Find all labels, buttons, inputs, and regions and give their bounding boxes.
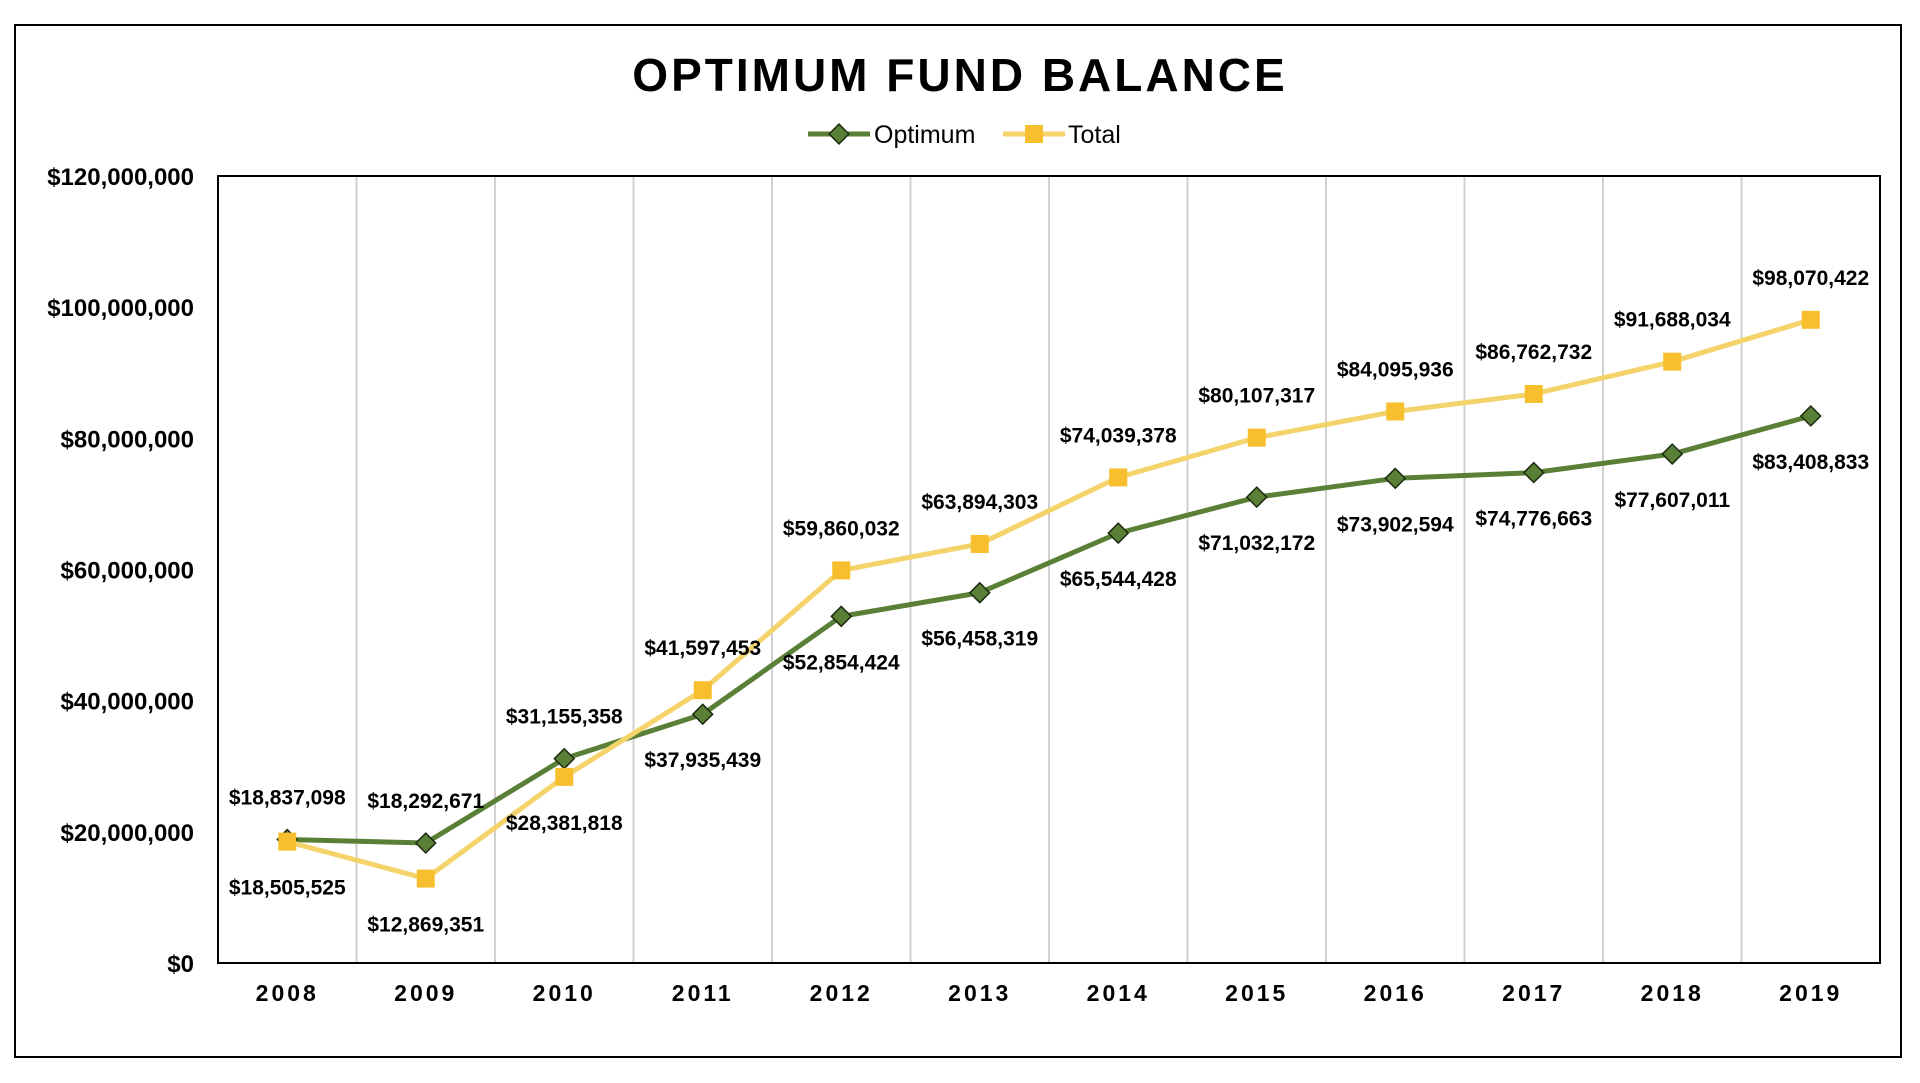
total-data-label: $12,869,351 [367,914,484,937]
optimum-point-marker [553,747,576,770]
legend-total-label: Total [1068,121,1121,149]
total-point-marker [1663,352,1682,371]
optimum-point-marker [1245,486,1268,509]
chart-frame [14,24,1902,1058]
optimum-data-label: $52,854,424 [783,651,900,674]
total-point-marker [1247,428,1266,447]
optimum-point-marker [414,832,437,854]
total-series-line [286,317,1812,882]
plot-area: $0 $20,000,000 $40,000,000 $60,000,000 $80,0… [47,164,1881,1006]
y-tick-label: $40,000,000 [61,689,194,716]
total-point-marker [832,561,851,580]
optimum-point-marker [968,581,991,604]
total-data-label: $41,597,453 [644,637,761,660]
total-point-marker [1109,468,1128,487]
x-tick-label: 2019 [1779,980,1842,1006]
optimum-data-label: $74,776,663 [1475,508,1592,531]
x-tick-label: 2018 [1641,980,1704,1006]
total-data-label: $86,762,732 [1475,341,1592,364]
plot-border [217,175,1881,964]
x-tick-label: 2009 [394,980,457,1006]
total-point-marker [693,681,712,700]
total-point-marker [970,534,989,553]
optimum-data-label: $83,408,833 [1752,451,1869,474]
x-tick-label: 2014 [1087,980,1150,1006]
total-data-label: $28,381,818 [506,812,623,835]
optimum-point-marker [1522,461,1545,484]
x-tick-label: 2012 [810,980,873,1006]
legend-item-total: Total [1003,121,1121,149]
y-tick-label: $80,000,000 [61,426,194,453]
legend-optimum-diamond-icon [828,123,850,145]
total-data-label: $18,505,525 [229,877,346,900]
total-point-marker [1801,310,1820,329]
chart-legend: Optimum Total [808,121,1121,149]
optimum-data-label: $18,292,671 [367,790,484,813]
optimum-data-label: $31,155,358 [506,706,623,729]
optimum-point-marker [830,605,853,628]
x-tick-label: 2010 [533,980,596,1006]
legend-item-optimum: Optimum [808,121,975,149]
legend-total-square-icon [1025,125,1043,143]
x-tick-label: 2015 [1225,980,1288,1006]
total-data-label: $59,860,032 [783,517,900,540]
x-tick-label: 2013 [948,980,1011,1006]
total-point-marker [278,832,297,851]
x-tick-label: 2017 [1502,980,1565,1006]
total-data-label: $74,039,378 [1060,424,1177,447]
total-data-label: $63,894,303 [921,491,1038,514]
optimum-point-marker [1799,405,1822,427]
x-tick-label: 2016 [1364,980,1427,1006]
optimum-data-label: $73,902,594 [1337,513,1454,536]
total-point-marker [1386,402,1405,421]
total-point-marker [1524,384,1543,403]
y-tick-label: $100,000,000 [47,295,194,322]
optimum-data-label: $77,607,011 [1614,489,1730,512]
y-tick-label: $60,000,000 [61,558,194,585]
optimum-point-marker [1107,522,1130,545]
total-point-marker [416,869,435,888]
optimum-data-label: $65,544,428 [1060,568,1177,591]
optimum-data-label: $18,837,098 [229,786,346,809]
optimum-data-label: $71,032,172 [1198,532,1315,555]
legend-optimum-label: Optimum [874,121,975,149]
optimum-point-marker [1661,443,1684,465]
y-tick-label: $120,000,000 [47,164,194,191]
x-tick-label: 2011 [672,980,734,1006]
optimum-data-label: $37,935,439 [644,749,761,772]
chart-title: OPTIMUM FUND BALANCE [632,49,1287,101]
total-data-label: $98,070,422 [1752,267,1869,290]
x-tick-label: 2008 [256,980,319,1006]
total-data-label: $91,688,034 [1614,309,1731,332]
optimum-point-marker [691,703,714,726]
y-tick-label: $0 [167,951,194,978]
total-point-marker [555,767,574,786]
optimum-point-marker [1384,467,1407,490]
y-tick-label: $20,000,000 [61,820,194,847]
total-data-label: $84,095,936 [1337,358,1454,381]
optimum-data-label: $56,458,319 [921,628,1038,651]
total-data-label: $80,107,317 [1198,385,1315,408]
optimum-series-line [287,413,1812,846]
